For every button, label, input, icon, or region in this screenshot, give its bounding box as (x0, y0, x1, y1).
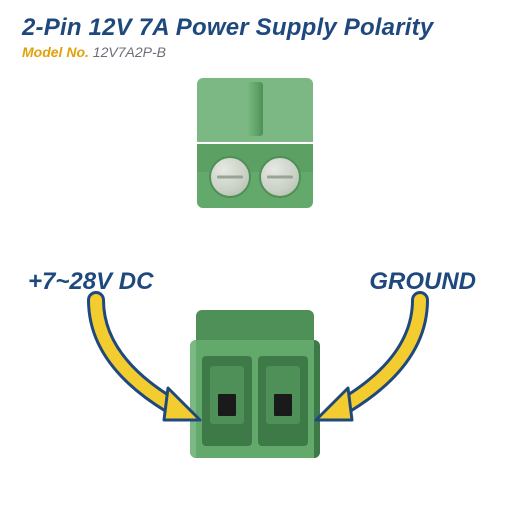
polarity-label-ground: GROUND (369, 268, 476, 296)
connector-front-edge (314, 340, 320, 458)
connector-front-view (190, 310, 320, 458)
connector-front-edge (190, 340, 196, 458)
screw-terminal-left (209, 156, 251, 198)
connector-front-lip (196, 310, 314, 340)
connector-top-tab (247, 82, 263, 136)
wire-cavity-ground (258, 356, 308, 446)
connector-top-view (197, 78, 313, 210)
model-line: Model No. 12V7A2P-B (22, 44, 166, 60)
wire-cavity-positive (202, 356, 252, 446)
arrow-positive (96, 300, 200, 420)
page-title: 2-Pin 12V 7A Power Supply Polarity (22, 14, 433, 42)
screw-terminal-right (259, 156, 301, 198)
model-value: 12V7A2P-B (93, 44, 166, 60)
model-label: Model No. (22, 44, 93, 60)
arrow-ground (316, 300, 420, 420)
polarity-label-positive: +7~28V DC (28, 268, 153, 296)
